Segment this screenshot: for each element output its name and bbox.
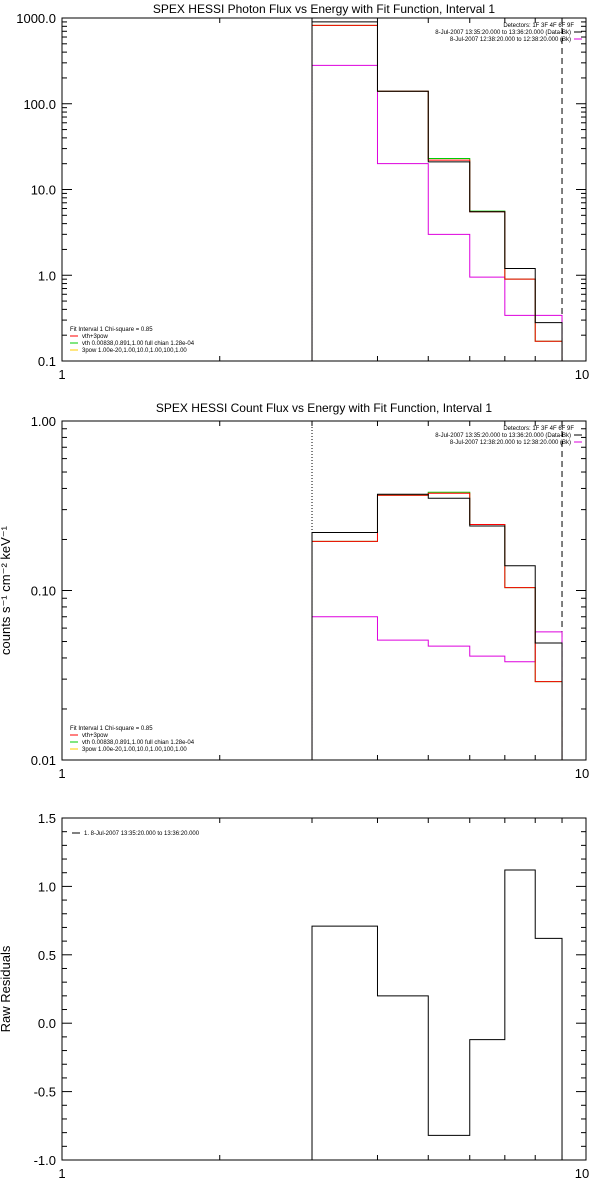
plot-frame	[61, 817, 587, 1161]
y-tick-label: 1.0	[38, 879, 56, 894]
legend-entry: vth+3pow	[82, 334, 109, 340]
x-tick-label: 10	[575, 367, 589, 382]
series-group	[311, 869, 563, 1160]
legend-header: Detectors: 1F 3F 4F 6F 9F	[503, 23, 574, 29]
legend-entry: 8-Jul-2007 12:38:20.000 to 12:38:20.000 …	[450, 440, 571, 446]
y-tick-label: 1000.0	[16, 11, 56, 26]
x-tick-label: 1	[58, 766, 65, 781]
x-tick-label: 10	[575, 1166, 589, 1181]
chart-title: SPEX HESSI Photon Flux vs Energy with Fi…	[153, 2, 495, 16]
y-tick-label: 100.0	[23, 97, 56, 112]
legend-header: Fit Interval 1 Chi-square = 0.85	[70, 726, 153, 732]
y-tick-label: 0.10	[31, 584, 56, 599]
x-tick-label: 1	[58, 367, 65, 382]
legend-entry: 8-Jul-2007 13:35:20.000 to 13:36:20.000 …	[435, 30, 571, 36]
series-group	[311, 21, 563, 361]
y-tick-label: 1.5	[38, 811, 56, 826]
y-tick-label: 1.0	[38, 268, 56, 283]
y-tick-label: 0.0	[38, 1016, 56, 1031]
legend-entry: 3pow 1.00e-20,1.00,10.0,1.00,100,1.00	[82, 747, 187, 753]
x-tick-label: 10	[575, 766, 589, 781]
x-tick-label: 1	[58, 1166, 65, 1181]
series-line-1	[311, 21, 563, 361]
y-axis-label: Raw Residuals	[0, 945, 13, 1032]
series-line-1	[311, 869, 563, 1160]
y-tick-label: 10.0	[31, 183, 56, 198]
legend-entry: vth 0.00838,0.891,1.00 full chian 1.28e-…	[82, 341, 195, 347]
y-tick-label: 0.5	[38, 948, 56, 963]
y-tick-label: 0.01	[31, 753, 56, 768]
legend-entry: 1. 8-Jul-2007 13:35:20.000 to 13:36:20.0…	[84, 831, 200, 837]
y-tick-label: 0.1	[38, 354, 56, 369]
chart-title: SPEX HESSI Count Flux vs Energy with Fit…	[156, 401, 492, 415]
y-tick-label: 1.00	[31, 414, 56, 429]
y-tick-label: -1.0	[34, 1153, 56, 1168]
legend-entry: 8-Jul-2007 12:38:20.000 to 12:38:20.000 …	[450, 37, 571, 43]
y-tick-label: -0.5	[34, 1085, 56, 1100]
legend-entry: vth+3pow	[82, 733, 109, 739]
series-group	[311, 491, 563, 760]
legend-entry: 8-Jul-2007 13:35:20.000 to 13:36:20.000 …	[435, 433, 571, 439]
legend-entry: vth 0.00838,0.891,1.00 full chian 1.28e-…	[82, 740, 195, 746]
chart-panel-1: SPEX HESSI Photon Flux vs Energy with Fi…	[16, 2, 589, 382]
chart-panel-2: SPEX HESSI Count Flux vs Energy with Fit…	[0, 401, 589, 781]
chart-panel-3: Raw Residuals 1 10 -1.0 -0.5 0.0 0.5 1.0 1.5 1. 8…	[0, 811, 589, 1181]
series-line-1	[311, 493, 563, 760]
legend-entry: 3pow 1.00e-20,1.00,10.0,1.00,100,1.00	[82, 348, 187, 354]
y-axis-label: counts s⁻¹ cm⁻² keV⁻¹	[0, 525, 13, 655]
legend-header: Fit Interval 1 Chi-square = 0.85	[70, 327, 153, 333]
legend-header: Detectors: 1F 3F 4F 6F 9F	[503, 426, 574, 432]
